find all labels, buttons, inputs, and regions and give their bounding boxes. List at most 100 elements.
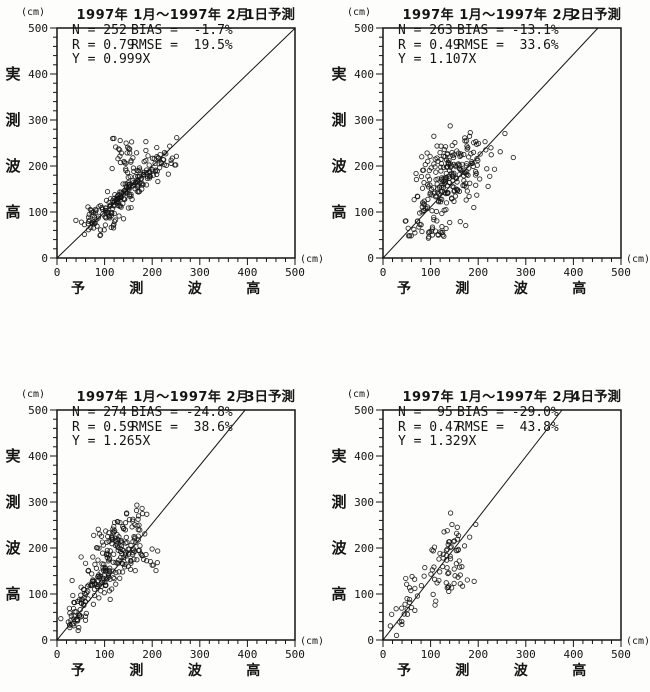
stat-r: R = 0.49 bbox=[398, 37, 461, 53]
svg-text:高: 高 bbox=[331, 585, 346, 603]
svg-text:100: 100 bbox=[95, 648, 115, 661]
svg-text:(cm): (cm) bbox=[626, 254, 650, 265]
stats-block-right: BIAS = -13.1% RMSE = 33.6% bbox=[457, 23, 559, 53]
svg-text:300: 300 bbox=[354, 496, 374, 509]
stats-block-right: BIAS = -24.8% RMSE = 38.6% bbox=[131, 405, 233, 435]
svg-text:測: 測 bbox=[331, 493, 346, 511]
svg-text:測: 測 bbox=[455, 662, 469, 679]
svg-text:200: 200 bbox=[142, 266, 162, 279]
stats-block-left: N = 274 R = 0.59 Y = 1.265X bbox=[72, 405, 151, 450]
stat-rmse: RMSE = 43.8% bbox=[457, 419, 559, 435]
stats-block-left: N = 252 R = 0.79 Y = 0.999X bbox=[72, 23, 151, 68]
svg-text:(cm): (cm) bbox=[347, 7, 371, 18]
svg-text:波: 波 bbox=[188, 662, 203, 679]
svg-text:400: 400 bbox=[237, 266, 257, 279]
svg-text:波: 波 bbox=[188, 280, 203, 297]
svg-text:(cm): (cm) bbox=[21, 389, 45, 400]
stats-block-right: BIAS = -29.0% RMSE = 43.8% bbox=[457, 405, 559, 435]
stat-n: N = 263 bbox=[398, 23, 453, 38]
svg-text:実: 実 bbox=[331, 65, 346, 83]
stat-r: R = 0.79 bbox=[72, 37, 135, 53]
stat-regression: Y = 1.265X bbox=[72, 434, 151, 449]
svg-text:0: 0 bbox=[54, 266, 61, 279]
svg-text:200: 200 bbox=[354, 160, 374, 173]
svg-text:100: 100 bbox=[421, 266, 441, 279]
svg-text:400: 400 bbox=[563, 648, 583, 661]
svg-text:0: 0 bbox=[54, 648, 61, 661]
stats-block-right: BIAS = -1.7% RMSE = 19.5% bbox=[131, 23, 233, 53]
stat-rmse: RMSE = 33.6% bbox=[457, 37, 559, 53]
svg-text:測: 測 bbox=[455, 280, 469, 297]
forecast-day-label: 3日予測 bbox=[245, 389, 295, 405]
svg-text:0: 0 bbox=[380, 266, 387, 279]
forecast-day-label: 1日予測 bbox=[245, 7, 295, 23]
svg-text:測: 測 bbox=[129, 280, 143, 297]
stat-n: N = 95 bbox=[398, 405, 453, 420]
plot-title: 1997年 1月～1997年 2月 bbox=[76, 8, 250, 23]
svg-text:(cm): (cm) bbox=[300, 636, 324, 647]
svg-text:0: 0 bbox=[41, 252, 48, 265]
svg-text:実: 実 bbox=[331, 447, 346, 465]
svg-text:500: 500 bbox=[28, 404, 48, 417]
svg-text:500: 500 bbox=[611, 648, 631, 661]
stat-bias: BIAS = -24.8% bbox=[131, 405, 233, 420]
svg-text:500: 500 bbox=[611, 266, 631, 279]
svg-text:(cm): (cm) bbox=[626, 636, 650, 647]
svg-text:200: 200 bbox=[28, 160, 48, 173]
stat-r: R = 0.47 bbox=[398, 419, 461, 435]
svg-text:0: 0 bbox=[367, 634, 374, 647]
svg-text:高: 高 bbox=[5, 203, 20, 221]
svg-text:500: 500 bbox=[354, 404, 374, 417]
svg-text:300: 300 bbox=[190, 266, 210, 279]
svg-text:400: 400 bbox=[354, 450, 374, 463]
stat-regression: Y = 1.107X bbox=[398, 52, 477, 67]
svg-text:300: 300 bbox=[354, 114, 374, 127]
stat-bias: BIAS = -1.7% bbox=[131, 23, 233, 38]
stat-regression: Y = 0.999X bbox=[72, 52, 151, 67]
plot-canvas-day3: 00100100200200300300400400500500(cm)(cm)… bbox=[5, 389, 324, 679]
svg-text:高: 高 bbox=[246, 280, 260, 297]
svg-text:200: 200 bbox=[468, 648, 488, 661]
stat-bias: BIAS = -29.0% bbox=[457, 405, 559, 420]
svg-text:400: 400 bbox=[354, 68, 374, 81]
svg-text:500: 500 bbox=[285, 648, 305, 661]
svg-text:実: 実 bbox=[5, 65, 20, 83]
svg-text:500: 500 bbox=[354, 22, 374, 35]
svg-text:測: 測 bbox=[129, 662, 143, 679]
svg-text:400: 400 bbox=[28, 68, 48, 81]
plot-canvas-day2: 00100100200200300300400400500500(cm)(cm)… bbox=[331, 7, 650, 297]
plot-title: 1997年 1月～1997年 2月 bbox=[402, 8, 576, 23]
stats-block-left: N = 263 R = 0.49 Y = 1.107X bbox=[398, 23, 477, 68]
svg-text:0: 0 bbox=[367, 252, 374, 265]
svg-text:200: 200 bbox=[468, 266, 488, 279]
svg-text:200: 200 bbox=[142, 648, 162, 661]
stat-n: N = 274 bbox=[72, 405, 127, 420]
svg-text:400: 400 bbox=[28, 450, 48, 463]
svg-text:波: 波 bbox=[331, 157, 347, 175]
svg-text:100: 100 bbox=[354, 206, 374, 219]
stat-regression: Y = 1.329X bbox=[398, 434, 477, 449]
forecast-day-label: 2日予測 bbox=[571, 7, 621, 23]
svg-text:100: 100 bbox=[421, 648, 441, 661]
forecast-day-label: 4日予測 bbox=[571, 389, 621, 405]
svg-text:波: 波 bbox=[514, 662, 529, 679]
svg-text:高: 高 bbox=[331, 203, 346, 221]
svg-text:予: 予 bbox=[397, 281, 411, 297]
stat-bias: BIAS = -13.1% bbox=[457, 23, 559, 38]
svg-text:300: 300 bbox=[28, 114, 48, 127]
svg-text:100: 100 bbox=[95, 266, 115, 279]
svg-text:波: 波 bbox=[514, 280, 529, 297]
svg-text:波: 波 bbox=[5, 539, 21, 557]
scatter-plot-day1: 0 0 100 100 200 200 300 300 400 400 500 500 (cm) (cm)… bbox=[0, 0, 324, 310]
svg-text:高: 高 bbox=[5, 585, 20, 603]
svg-text:高: 高 bbox=[572, 662, 586, 679]
svg-text:400: 400 bbox=[237, 648, 257, 661]
plot-title: 1997年 1月～1997年 2月 bbox=[76, 390, 250, 405]
svg-text:高: 高 bbox=[572, 280, 586, 297]
svg-text:200: 200 bbox=[28, 542, 48, 555]
svg-text:測: 測 bbox=[331, 111, 346, 129]
svg-text:(cm): (cm) bbox=[21, 7, 45, 18]
svg-text:300: 300 bbox=[516, 648, 536, 661]
svg-text:測: 測 bbox=[5, 493, 20, 511]
scatter-plot-day4: 0 0 100 100 200 200 300 300 400 400 500 500 (cm) (cm)… bbox=[326, 382, 650, 692]
